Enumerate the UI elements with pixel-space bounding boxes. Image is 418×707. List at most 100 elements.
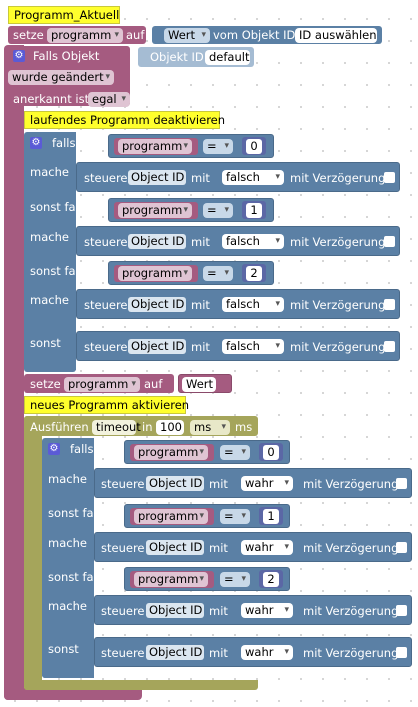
object-id-field[interactable]: Object ID — [146, 603, 204, 618]
number-value[interactable]: 2 — [246, 266, 262, 281]
delay-label: mit Verzögerung — [290, 298, 386, 312]
if-block-activate[interactable] — [42, 438, 94, 678]
number-value[interactable]: 0 — [263, 445, 279, 460]
else-label: sonst — [30, 336, 61, 350]
operator-dropdown[interactable]: = — [203, 266, 233, 281]
else-label: sonst — [48, 642, 79, 656]
variable-dropdown[interactable]: programm — [118, 203, 192, 218]
gear-icon[interactable]: ⚙ — [13, 50, 25, 62]
if-block-deactivate[interactable] — [24, 132, 76, 370]
variable-dropdown[interactable]: programm — [134, 572, 208, 587]
operator-dropdown[interactable]: = — [220, 509, 250, 524]
elseif-label: sonst falls — [30, 264, 88, 278]
comment-activate[interactable]: neues Programm aktivieren — [24, 396, 189, 414]
object-id-field[interactable]: Object ID — [146, 645, 204, 660]
gear-icon[interactable]: ⚙ — [48, 443, 60, 455]
from-object-label: vom Objekt ID — [213, 28, 296, 42]
control-label: steuere — [84, 171, 128, 185]
trigger-label: Falls Objekt — [33, 49, 100, 63]
operator-dropdown[interactable]: = — [203, 139, 233, 154]
control-label: steuere — [84, 235, 128, 249]
to-label: auf — [144, 377, 163, 391]
delay-label: mit Verzögerung — [303, 604, 399, 618]
value-field[interactable]: Wert — [182, 377, 216, 392]
control-label: steuere — [84, 298, 128, 312]
set-label: setze — [13, 28, 44, 42]
with-label: mit — [209, 604, 228, 618]
value-dropdown[interactable]: wahr — [241, 645, 293, 660]
ack-dropdown[interactable]: egal — [88, 92, 130, 107]
if-block-activate-bottom — [42, 668, 94, 678]
variable-dropdown[interactable]: programm — [118, 139, 192, 154]
control-label: steuere — [84, 340, 128, 354]
with-label: mit — [191, 235, 210, 249]
object-id-field[interactable]: Object ID — [128, 170, 186, 185]
delay-checkbox[interactable] — [396, 478, 407, 489]
number-value[interactable]: 1 — [263, 509, 279, 524]
execute-label: Ausführen — [30, 420, 89, 434]
variable-dropdown[interactable]: programm — [134, 445, 208, 460]
ack-label: anerkannt ist — [13, 92, 90, 106]
timeout-amount-field[interactable]: 100 — [156, 420, 184, 435]
timeout-block-frame — [24, 416, 42, 690]
with-label: mit — [209, 477, 228, 491]
with-label: mit — [191, 340, 210, 354]
change-dropdown[interactable]: wurde geändert — [8, 70, 114, 85]
delay-checkbox[interactable] — [384, 172, 395, 183]
object-id-field[interactable]: Object ID — [128, 234, 186, 249]
do-label: mache — [48, 536, 87, 550]
variable-dropdown[interactable]: programm — [64, 377, 140, 392]
operator-dropdown[interactable]: = — [203, 203, 233, 218]
do-label: mache — [48, 599, 87, 613]
control-label: steuere — [101, 646, 145, 660]
trigger-block-bottom — [4, 688, 142, 700]
object-id-field[interactable]: Object ID — [146, 540, 204, 555]
number-value[interactable]: 1 — [246, 203, 262, 218]
object-id-value[interactable]: default — [205, 50, 250, 65]
timeout-name-field[interactable]: timeout — [92, 420, 141, 435]
select-id-field[interactable]: ID auswählen — [295, 28, 377, 43]
delay-checkbox[interactable] — [396, 542, 407, 553]
value-dropdown[interactable]: falsch — [222, 297, 284, 312]
value-dropdown[interactable]: Wert — [164, 28, 210, 43]
value-dropdown[interactable]: falsch — [222, 339, 284, 354]
object-id-field[interactable]: Object ID — [146, 476, 204, 491]
delay-checkbox[interactable] — [384, 299, 395, 310]
if-block-deactivate-bottom — [24, 362, 76, 372]
delay-label: mit Verzögerung — [303, 541, 399, 555]
variable-dropdown[interactable]: programm — [118, 266, 192, 281]
object-id-field[interactable]: Object ID — [128, 297, 186, 312]
unit-dropdown[interactable]: ms — [190, 420, 230, 435]
elseif-label: sonst falls — [48, 506, 106, 520]
do-label: mache — [30, 230, 69, 244]
variable-dropdown[interactable]: programm — [134, 509, 208, 524]
do-label: mache — [30, 165, 69, 179]
comment-programm-aktuell[interactable]: Programm_Aktuell — [8, 6, 120, 24]
comment-deactivate[interactable]: laufendes Programm deaktivieren — [24, 111, 225, 129]
with-label: mit — [191, 171, 210, 185]
number-value[interactable]: 0 — [246, 139, 262, 154]
with-label: mit — [209, 541, 228, 555]
delay-checkbox[interactable] — [384, 341, 395, 352]
delay-label: mit Verzögerung — [290, 235, 386, 249]
operator-dropdown[interactable]: = — [220, 445, 250, 460]
do-label: mache — [30, 293, 69, 307]
delay-checkbox[interactable] — [396, 647, 407, 658]
delay-checkbox[interactable] — [396, 605, 407, 616]
value-dropdown[interactable]: wahr — [241, 476, 293, 491]
with-label: mit — [209, 646, 228, 660]
value-dropdown[interactable]: falsch — [222, 234, 284, 249]
value-dropdown[interactable]: wahr — [241, 603, 293, 618]
delay-checkbox[interactable] — [384, 236, 395, 247]
variable-dropdown[interactable]: programm — [47, 28, 123, 43]
delay-label: mit Verzögerung — [290, 340, 386, 354]
object-id-field[interactable]: Object ID — [128, 339, 186, 354]
operator-dropdown[interactable]: = — [220, 572, 250, 587]
gear-icon[interactable]: ⚙ — [30, 137, 42, 149]
do-label: mache — [48, 472, 87, 486]
delay-label: mit Verzögerung — [303, 477, 399, 491]
value-dropdown[interactable]: falsch — [222, 170, 284, 185]
unit-label: ms — [235, 420, 253, 434]
number-value[interactable]: 2 — [263, 572, 279, 587]
value-dropdown[interactable]: wahr — [241, 540, 293, 555]
